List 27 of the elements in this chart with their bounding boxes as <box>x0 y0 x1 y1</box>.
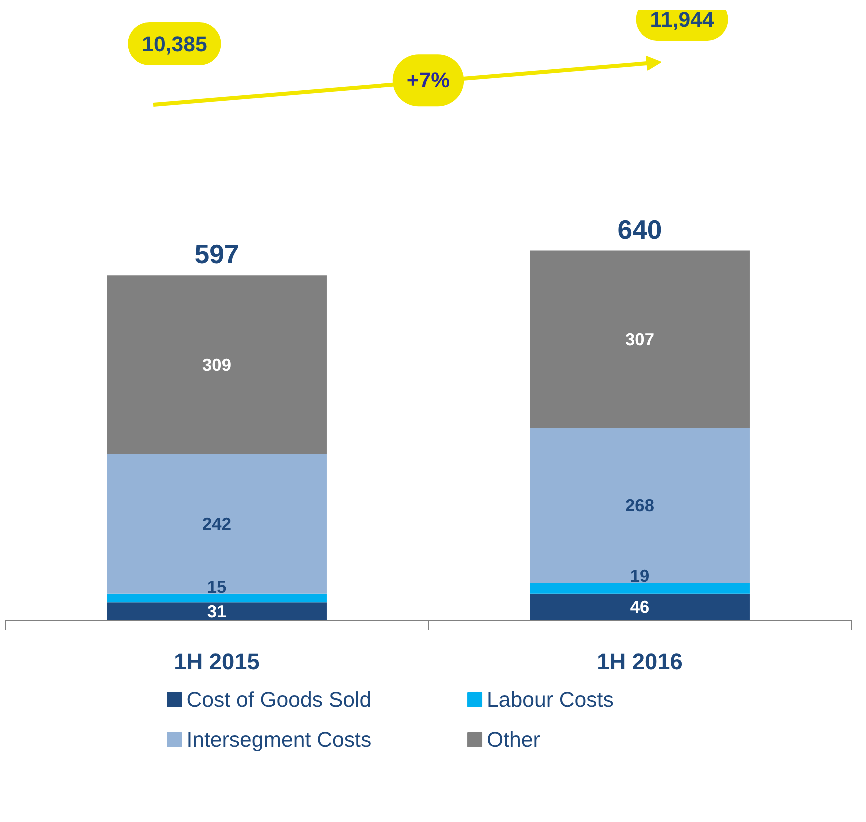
data-label: 15 <box>207 576 227 597</box>
bar <box>107 594 327 603</box>
legend-label: Other <box>487 728 540 752</box>
bar <box>530 594 750 620</box>
legend-label: Cost of Goods Sold <box>186 688 372 712</box>
x-tick-label: 1H 2016 <box>597 648 683 674</box>
total-label: 640 <box>618 214 662 245</box>
bar <box>107 454 327 594</box>
data-label: 46 <box>630 597 650 618</box>
data-label: 31 <box>207 602 227 622</box>
bar <box>107 602 327 620</box>
data-label: 309 <box>202 354 232 375</box>
legend-label: Labour Costs <box>487 688 614 712</box>
bar <box>530 582 750 594</box>
data-label: 307 <box>626 329 654 350</box>
data-label: 268 <box>626 496 655 516</box>
text: 10,385 <box>142 32 208 57</box>
x-tick-label: 1H 2015 <box>174 648 260 674</box>
total-label: 597 <box>194 240 240 270</box>
text: +7% <box>406 68 450 93</box>
bar <box>107 276 327 454</box>
bar <box>530 428 750 583</box>
data-label: 19 <box>630 566 650 586</box>
data-label: 242 <box>202 514 232 534</box>
legend-label: Intersegment Costs <box>186 728 372 752</box>
text: 11,944 <box>650 8 714 32</box>
bar <box>530 250 750 428</box>
